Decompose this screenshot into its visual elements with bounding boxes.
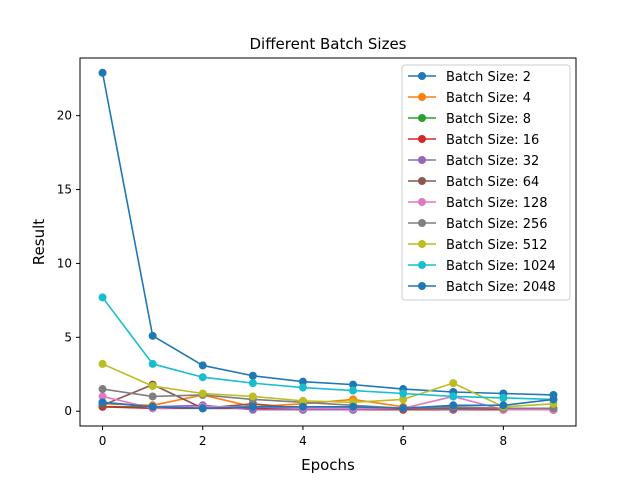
data-point (248, 392, 257, 401)
data-point (399, 404, 408, 413)
y-axis-ticks: 0 5 10 15 20 (57, 109, 80, 418)
legend-item: Batch Size: 64 (408, 175, 539, 190)
data-point (248, 371, 257, 380)
legend-marker (418, 219, 426, 227)
y-tick-label: 10 (57, 256, 72, 270)
legend-marker (418, 93, 426, 101)
legend-marker (418, 198, 426, 206)
legend-item: Batch Size: 16 (408, 133, 539, 148)
legend-item: Batch Size: 128 (408, 196, 548, 211)
legend-marker (418, 72, 426, 80)
data-point (98, 293, 107, 302)
legend-label: Batch Size: 16 (446, 133, 539, 148)
series-1 (98, 68, 558, 399)
legend-label: Batch Size: 2048 (446, 280, 556, 295)
data-point (198, 361, 207, 370)
legend-item: Batch Size: 32 (408, 154, 539, 169)
data-point (399, 395, 408, 404)
data-point (148, 402, 157, 411)
x-axis-label: Epochs (301, 456, 355, 474)
legend-marker (418, 114, 426, 122)
y-axis-label: Result (30, 219, 48, 265)
data-point (449, 392, 458, 401)
plot-frame (79, 57, 577, 427)
legend-marker (418, 240, 426, 248)
data-point (549, 395, 558, 404)
x-axis-ticks: 0 2 4 6 8 (99, 426, 507, 448)
series-line-11 (102, 398, 554, 410)
series-11 (98, 395, 558, 413)
series-10 (98, 293, 558, 404)
x-tick-label: 2 (199, 434, 207, 448)
legend-label: Batch Size: 128 (446, 196, 548, 211)
legend-label: Batch Size: 8 (446, 112, 531, 127)
data-point (298, 383, 307, 392)
legend-item: Batch Size: 4 (408, 91, 531, 106)
data-point (148, 382, 157, 391)
y-tick-label: 5 (64, 330, 72, 344)
data-point (198, 373, 207, 382)
legend-label: Batch Size: 2 (446, 70, 531, 85)
x-tick-label: 4 (299, 434, 307, 448)
y-tick-label: 20 (57, 109, 72, 123)
legend-marker (418, 261, 426, 269)
data-point (399, 389, 408, 398)
legend-label: Batch Size: 32 (446, 154, 539, 169)
x-tick-label: 6 (399, 434, 407, 448)
legend-marker (418, 135, 426, 143)
legend-item: Batch Size: 256 (408, 217, 548, 232)
data-point (248, 379, 257, 388)
data-point (98, 359, 107, 368)
data-point (98, 392, 107, 401)
data-point (198, 404, 207, 413)
series-9 (98, 359, 558, 411)
data-point (349, 386, 358, 395)
data-point (248, 402, 257, 411)
legend-item: Batch Size: 2048 (408, 280, 556, 295)
legend-label: Batch Size: 4 (446, 91, 531, 106)
legend-item: Batch Size: 1024 (408, 259, 556, 274)
series-line-10 (101, 296, 554, 401)
data-point (349, 402, 358, 411)
x-tick-label: 8 (500, 434, 508, 448)
legend-label: Batch Size: 512 (446, 238, 548, 253)
data-point (148, 359, 157, 368)
series-line-1 (101, 72, 554, 396)
data-point (449, 379, 458, 388)
series-line-8 (102, 388, 554, 410)
legend-item: Batch Size: 2 (408, 70, 531, 85)
data-point (298, 402, 307, 411)
series-line-9 (102, 363, 554, 408)
data-point (499, 393, 508, 402)
data-point (449, 401, 458, 410)
y-tick-label: 15 (57, 183, 72, 197)
data-point (349, 380, 358, 389)
data-point (98, 68, 107, 77)
data-point (198, 389, 207, 398)
data-point (298, 396, 307, 405)
data-point (98, 385, 107, 394)
legend-label: Batch Size: 1024 (446, 259, 556, 274)
legend-item: Batch Size: 512 (408, 238, 548, 253)
data-point (298, 377, 307, 386)
legend-label: Batch Size: 64 (446, 175, 539, 190)
data-point (148, 392, 157, 401)
x-tick-label: 0 (99, 434, 107, 448)
legend-marker (418, 177, 426, 185)
legend-item: Batch Size: 8 (408, 112, 531, 127)
legend-label: Batch Size: 256 (446, 217, 548, 232)
y-tick-label: 0 (64, 404, 72, 418)
series-layer (98, 68, 558, 414)
chart-title: Different Batch Sizes (250, 35, 407, 53)
legend: Batch Size: 2 Batch Size: 4 Batch Size: 8 B… (401, 64, 571, 301)
legend-box (401, 64, 571, 301)
data-point (98, 398, 107, 407)
legend-marker (418, 156, 426, 164)
data-point (148, 331, 157, 340)
data-point (499, 401, 508, 410)
legend-marker (418, 282, 426, 290)
